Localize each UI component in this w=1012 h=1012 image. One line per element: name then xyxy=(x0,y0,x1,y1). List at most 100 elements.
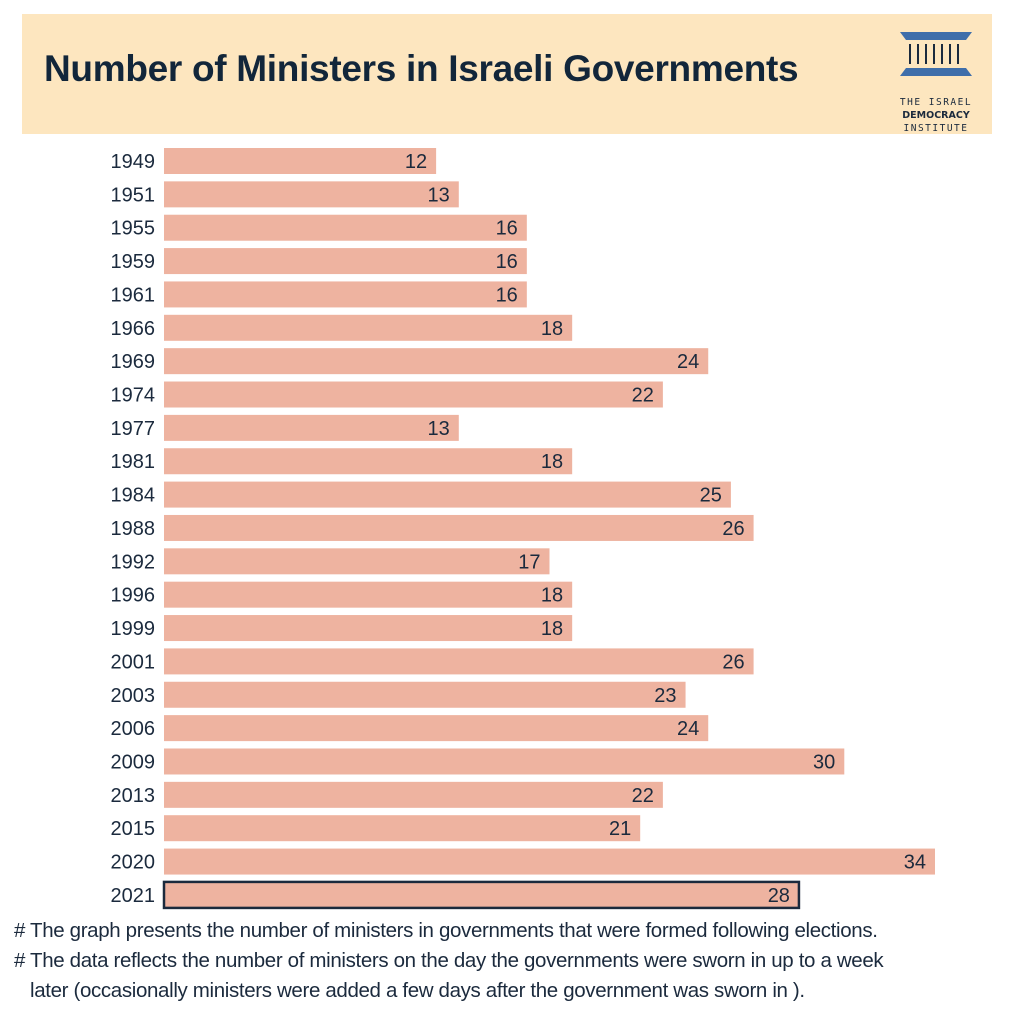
value-label-1984: 25 xyxy=(700,485,722,507)
category-label-1961: 1961 xyxy=(111,284,156,306)
bar-1999 xyxy=(164,615,573,642)
value-label-1999: 18 xyxy=(541,618,563,640)
bar-1949 xyxy=(164,148,437,174)
category-label-1955: 1955 xyxy=(111,218,156,240)
bar-2001 xyxy=(164,648,754,675)
chart-title: Number of Ministers in Israeli Governmen… xyxy=(44,48,799,89)
category-label-2003: 2003 xyxy=(111,685,156,707)
footnote-2-continued: later (occasionally ministers were added… xyxy=(30,979,805,1002)
bar-group-1966: 1966 18 xyxy=(111,314,573,341)
category-label-2013: 2013 xyxy=(111,785,156,807)
value-label-2021: 28 xyxy=(768,885,790,907)
bar-group-2003: 2003 23 xyxy=(111,681,686,708)
institute-pillars-logo-icon xyxy=(900,32,972,76)
bar-group-2015: 2015 21 xyxy=(111,815,641,842)
category-label-2009: 2009 xyxy=(111,751,156,773)
category-label-1951: 1951 xyxy=(111,184,156,206)
bar-1959 xyxy=(164,248,527,275)
logo-line-3: INSTITUTE xyxy=(903,123,969,134)
bar-group-1955: 1955 16 xyxy=(111,214,527,241)
category-label-1981: 1981 xyxy=(111,451,156,473)
bar-1969 xyxy=(164,348,709,375)
bar-chart: 1949 12 1951 13 1955 16 1959 16 1961 16 1966 18 1969… xyxy=(111,148,935,910)
value-label-1955: 16 xyxy=(496,218,518,240)
institute-logo: THE ISRAEL DEMOCRACY INSTITUTE xyxy=(898,30,974,134)
bar-2006 xyxy=(164,715,709,742)
bar-group-2001: 2001 26 xyxy=(111,648,754,675)
bar-group-1949: 1949 12 xyxy=(111,148,437,174)
footnote-2: # The data reflects the number of minist… xyxy=(14,949,884,972)
value-label-1961: 16 xyxy=(496,284,518,306)
bar-2013 xyxy=(164,781,663,808)
value-label-1974: 22 xyxy=(632,385,654,407)
category-label-1999: 1999 xyxy=(111,618,156,640)
bar-group-2020: 2020 34 xyxy=(111,848,935,875)
bar-group-1961: 1961 16 xyxy=(111,281,527,308)
bar-group-1951: 1951 13 xyxy=(111,181,459,208)
category-label-1996: 1996 xyxy=(111,585,156,607)
bar-group-1999: 1999 18 xyxy=(111,615,573,642)
value-label-2013: 22 xyxy=(632,785,654,807)
bar-1996 xyxy=(164,581,573,608)
bar-1966 xyxy=(164,314,573,341)
bar-1951 xyxy=(164,181,459,208)
bar-2020 xyxy=(164,848,935,875)
category-label-1977: 1977 xyxy=(111,418,156,440)
value-label-1959: 16 xyxy=(496,251,518,273)
bar-group-1974: 1974 22 xyxy=(111,381,663,408)
bar-group-1988: 1988 26 xyxy=(111,514,754,541)
bar-group-2009: 2009 30 xyxy=(111,748,845,775)
category-label-1959: 1959 xyxy=(111,251,156,273)
value-label-2020: 34 xyxy=(904,852,926,874)
value-label-1949: 12 xyxy=(405,151,427,173)
value-label-1969: 24 xyxy=(677,351,699,373)
category-label-1949: 1949 xyxy=(111,151,156,173)
bar-2015 xyxy=(164,815,641,842)
bar-group-1977: 1977 13 xyxy=(111,414,459,441)
footnotes: # The graph presents the number of minis… xyxy=(14,916,1004,1006)
value-label-1992: 17 xyxy=(518,551,540,573)
bar-1984 xyxy=(164,481,731,508)
value-label-2006: 24 xyxy=(677,718,699,740)
bar-2003 xyxy=(164,681,686,708)
value-label-2003: 23 xyxy=(654,685,676,707)
category-label-1988: 1988 xyxy=(111,518,156,540)
bar-1977 xyxy=(164,414,459,441)
logo-text: THE ISRAEL DEMOCRACY INSTITUTE xyxy=(898,96,974,135)
value-label-1951: 13 xyxy=(428,184,450,206)
bar-1961 xyxy=(164,281,527,308)
category-label-1966: 1966 xyxy=(111,318,156,340)
category-label-1992: 1992 xyxy=(111,551,156,573)
category-label-2015: 2015 xyxy=(111,818,156,840)
bar-group-2006: 2006 24 xyxy=(111,715,709,742)
bar-group-1992: 1992 17 xyxy=(111,548,550,575)
footnote-1: # The graph presents the number of minis… xyxy=(14,919,878,942)
category-label-2021: 2021 xyxy=(111,885,156,907)
logo-line-1: THE ISRAEL xyxy=(899,97,973,108)
category-label-2006: 2006 xyxy=(111,718,156,740)
bar-group-1969: 1969 24 xyxy=(111,348,709,375)
category-label-2001: 2001 xyxy=(111,651,156,673)
value-label-2015: 21 xyxy=(609,818,631,840)
bar-group-1984: 1984 25 xyxy=(111,481,731,508)
category-label-1984: 1984 xyxy=(111,485,156,507)
value-label-2001: 26 xyxy=(722,651,744,673)
value-label-1996: 18 xyxy=(541,585,563,607)
bar-group-2021: 2021 28 xyxy=(111,880,801,910)
logo-line-2: DEMOCRACY xyxy=(902,110,970,121)
bar-1981 xyxy=(164,448,573,475)
value-label-1988: 26 xyxy=(722,518,744,540)
bar-1992 xyxy=(164,548,550,575)
value-label-1966: 18 xyxy=(541,318,563,340)
bar-2021 xyxy=(162,880,801,910)
bar-group-1996: 1996 18 xyxy=(111,581,573,608)
bar-group-1981: 1981 18 xyxy=(111,448,573,475)
category-label-1974: 1974 xyxy=(111,385,156,407)
category-label-1969: 1969 xyxy=(111,351,156,373)
bar-1988 xyxy=(164,514,754,541)
value-label-1981: 18 xyxy=(541,451,563,473)
value-label-2009: 30 xyxy=(813,751,835,773)
value-label-1977: 13 xyxy=(428,418,450,440)
bar-group-1959: 1959 16 xyxy=(111,248,527,275)
bar-1974 xyxy=(164,381,663,408)
